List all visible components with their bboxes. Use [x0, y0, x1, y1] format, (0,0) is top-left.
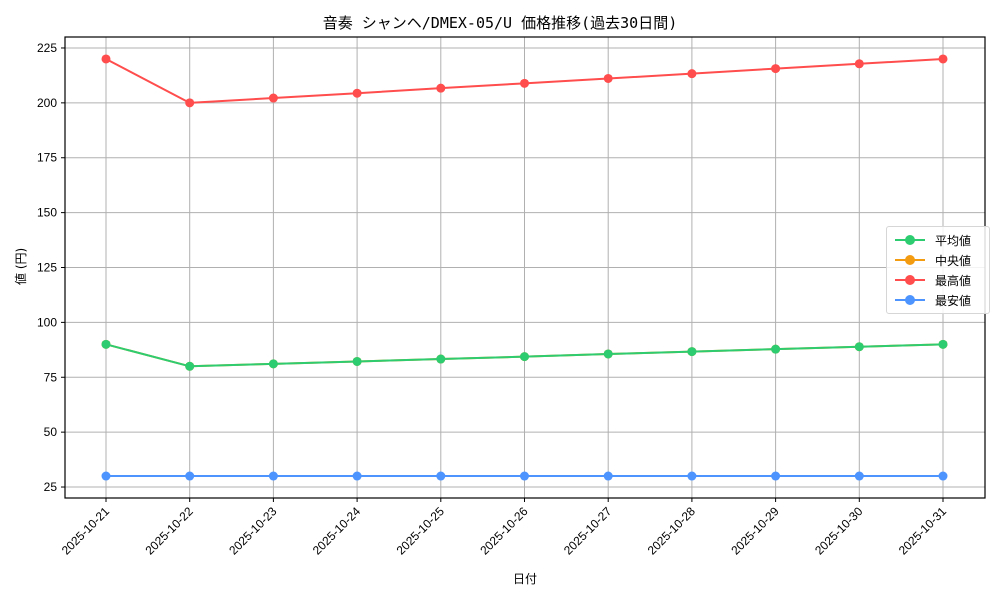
y-tick-label: 225	[37, 41, 57, 55]
y-axis-label: 値 (円)	[14, 247, 28, 285]
data-point	[938, 54, 948, 64]
data-point	[938, 339, 948, 349]
legend-label: 中央値	[935, 253, 972, 268]
data-point	[101, 471, 111, 481]
data-point	[520, 78, 529, 88]
data-point	[603, 73, 613, 83]
data-point	[436, 471, 446, 481]
data-point	[938, 471, 948, 481]
y-tick-label: 75	[44, 370, 58, 384]
data-point	[101, 54, 111, 64]
y-tick-label: 150	[37, 206, 57, 220]
y-tick-label: 100	[37, 315, 57, 329]
y-tick-label: 175	[37, 151, 57, 165]
data-point	[185, 471, 195, 481]
y-tick-label: 125	[37, 261, 57, 275]
y-tick-label: 200	[37, 96, 57, 110]
chart-title: 音奏 シャンヘ/DMEX-05/U 価格推移(過去30日間)	[322, 14, 678, 32]
y-tick-label: 25	[44, 480, 58, 494]
data-point	[352, 88, 362, 98]
x-tick-label: 2025-10-27	[561, 504, 615, 558]
x-tick-label: 2025-10-21	[59, 504, 113, 558]
data-point	[185, 98, 195, 108]
line-marker-icon	[893, 235, 927, 245]
line-marker-icon	[893, 255, 927, 265]
data-point	[603, 349, 613, 359]
legend-label: 平均値	[935, 233, 972, 248]
data-point	[687, 471, 697, 481]
data-point	[854, 471, 864, 481]
data-point	[268, 471, 278, 481]
legend-item-min: 最安値	[893, 290, 983, 310]
data-point	[771, 471, 781, 481]
x-tick-label: 2025-10-31	[896, 504, 950, 558]
data-point	[854, 59, 864, 69]
data-point	[687, 347, 697, 357]
x-tick-label: 2025-10-22	[143, 504, 197, 558]
data-point	[687, 69, 697, 79]
data-point	[185, 361, 195, 371]
data-point	[520, 352, 529, 362]
y-tick-label: 50	[44, 425, 58, 439]
legend-label: 最安値	[935, 293, 972, 308]
data-point	[436, 83, 446, 93]
data-point	[101, 339, 111, 349]
data-point	[771, 344, 781, 354]
x-tick-label: 2025-10-23	[226, 504, 280, 558]
x-tick-label: 2025-10-30	[812, 504, 866, 558]
x-tick-label: 2025-10-25	[394, 504, 448, 558]
x-tick-label: 2025-10-29	[728, 504, 782, 558]
x-axis-label: 日付	[512, 572, 537, 586]
legend-item-max: 最高値	[893, 270, 983, 290]
data-point	[268, 93, 278, 103]
data-point	[603, 471, 613, 481]
x-tick-label: 2025-10-24	[310, 504, 364, 558]
line-marker-icon	[893, 295, 927, 305]
line-marker-icon	[893, 275, 927, 285]
data-point	[436, 354, 446, 364]
data-point	[520, 471, 529, 481]
legend-item-average: 平均値	[893, 230, 983, 250]
data-point	[268, 359, 278, 369]
data-point	[352, 471, 362, 481]
legend-label: 最高値	[935, 273, 972, 288]
x-tick-label: 2025-10-26	[477, 504, 531, 558]
legend: 平均値 中央値 最高値 最安値	[886, 226, 990, 314]
data-point	[771, 64, 781, 74]
legend-item-median: 中央値	[893, 250, 983, 270]
data-point	[352, 356, 362, 366]
x-tick-label: 2025-10-28	[645, 504, 699, 558]
data-point	[854, 342, 864, 352]
